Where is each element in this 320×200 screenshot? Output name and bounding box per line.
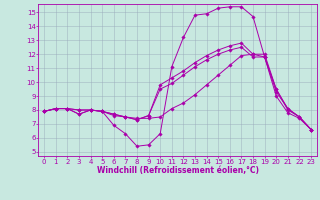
X-axis label: Windchill (Refroidissement éolien,°C): Windchill (Refroidissement éolien,°C) xyxy=(97,166,259,175)
